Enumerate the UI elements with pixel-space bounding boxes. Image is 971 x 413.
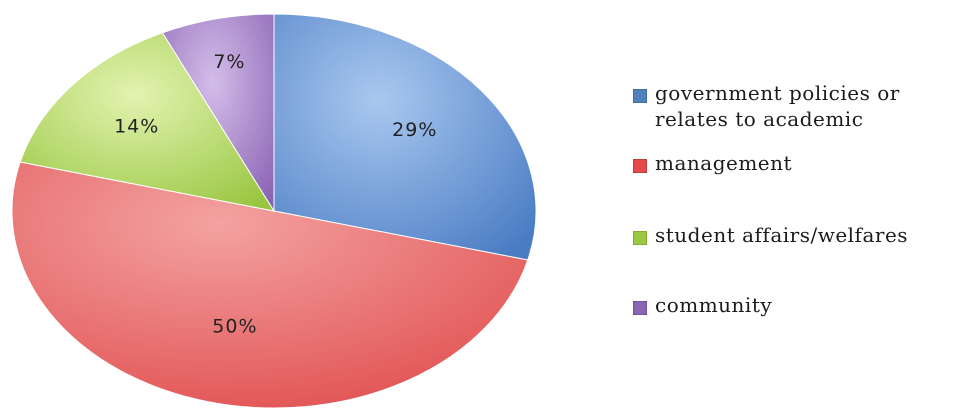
pie-chart: 29% 50% 14% 7% [11,13,537,409]
legend-swatch-red [633,159,647,173]
slice-label-management: 50% [212,315,257,337]
legend-label-management: management [655,151,793,175]
slice-student-affairs [19,32,276,212]
legend-swatch-green [633,231,647,245]
slice-management [11,161,529,409]
legend-item-government: government policies or relates to academ… [633,80,945,132]
slice-label-community: 7% [213,51,245,73]
legend-item-management: management [633,150,792,176]
legend-swatch-blue [633,89,647,103]
legend-swatch-purple [633,301,647,315]
slice-label-government: 29% [392,119,437,141]
legend-label-community: community [655,293,773,317]
legend-item-community: community [633,292,772,318]
slice-label-student-affairs: 14% [114,116,159,138]
slice-community [161,13,275,213]
legend-label-government: government policies or relates to academ… [655,81,900,131]
legend-item-student-affairs: student affairs/welfares [633,222,908,248]
slice-government [273,13,537,261]
legend-label-student-affairs: student affairs/welfares [655,223,909,247]
